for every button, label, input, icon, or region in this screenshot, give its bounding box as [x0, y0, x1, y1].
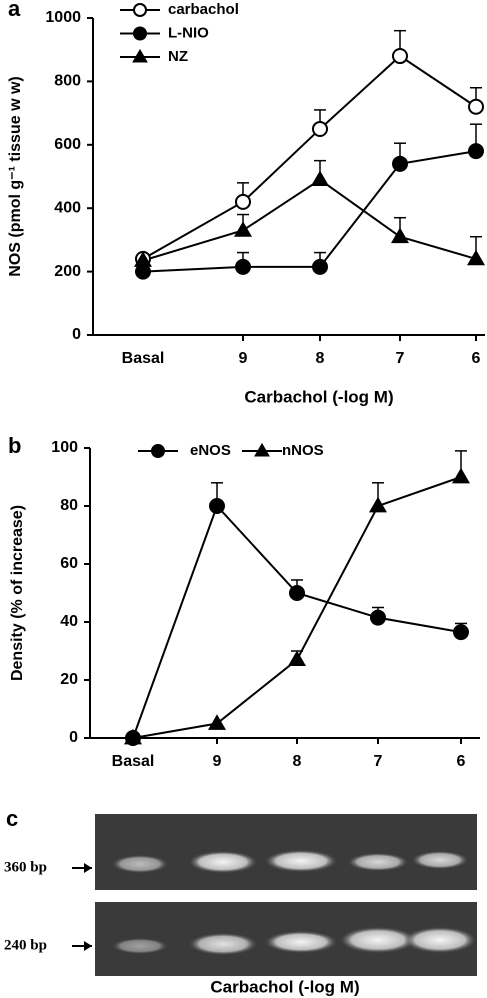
- x-tick-label: 8: [316, 350, 325, 367]
- y-axis-title: Density (% of increase): [9, 505, 26, 681]
- marker: [312, 258, 328, 275]
- y-tick-label: 400: [54, 199, 81, 216]
- marker: [123, 728, 143, 745]
- y-tick-label: 40: [60, 613, 78, 630]
- panel-label: b: [8, 433, 21, 458]
- marker: [368, 496, 388, 513]
- y-tick-label: 0: [72, 326, 81, 343]
- marker: [133, 251, 153, 267]
- panel-label: a: [8, 0, 21, 21]
- marker: [392, 48, 408, 65]
- gel-bands: [112, 850, 476, 955]
- y-tick-label: 80: [60, 497, 78, 514]
- marker: [233, 221, 253, 237]
- x-axis-title: Carbachol (-log M): [244, 387, 393, 406]
- x-tick-label: Basal: [112, 753, 155, 770]
- y-tick-label: 0: [69, 729, 78, 746]
- y-tick-label: 600: [54, 136, 81, 153]
- x-tick-label: Basal: [122, 350, 165, 367]
- marker: [468, 143, 484, 160]
- series-line: [142, 178, 477, 262]
- series-line: [142, 150, 477, 273]
- arrow-head: [84, 863, 92, 873]
- y-axis-title: NOS (pmol g⁻¹ tissue w w): [7, 76, 24, 276]
- y-tick-label: 20: [60, 671, 78, 688]
- marker: [132, 48, 148, 63]
- marker: [310, 170, 330, 187]
- x-tick-label: 7: [374, 753, 383, 770]
- marker: [207, 714, 227, 730]
- marker: [235, 193, 251, 210]
- marker: [451, 467, 471, 484]
- gel-panel: c 360 bp 240 bp Carbachol (-log M): [4, 806, 477, 996]
- panel-label: c: [6, 806, 18, 831]
- x-tick-label: 9: [239, 350, 248, 367]
- chart-panel: b 0 20 40 60 80 100 Basal 9 8 7 6 Density (% of incr…: [8, 433, 480, 770]
- band-label: 240 bp: [4, 937, 47, 953]
- x-tick-label: 8: [293, 753, 302, 770]
- marker: [390, 227, 410, 244]
- series-line: [132, 504, 462, 739]
- marker: [254, 442, 270, 457]
- x-axis-title: Carbachol (-log M): [210, 977, 359, 996]
- x-tick-label: 7: [396, 350, 405, 367]
- y-tick-label: 200: [54, 263, 81, 280]
- marker: [312, 120, 328, 137]
- marker: [151, 444, 165, 458]
- marker: [235, 258, 251, 275]
- marker: [209, 498, 225, 514]
- legend-label: carbachol: [168, 1, 239, 18]
- marker: [370, 609, 386, 626]
- marker: [133, 26, 147, 41]
- y-tick-label: 1000: [45, 9, 81, 26]
- marker: [468, 98, 484, 115]
- x-tick-label: 9: [213, 753, 222, 770]
- marker: [453, 624, 469, 641]
- marker: [392, 155, 408, 172]
- legend-label: L-NIO: [168, 24, 209, 41]
- legend-label: eNOS: [190, 442, 231, 459]
- chart-panel: a 0 200 400 600 800 1000 Basal 9 8 7 6 NOS (pmol g⁻¹…: [7, 0, 486, 406]
- marker: [133, 3, 147, 17]
- legend-label: NZ: [168, 48, 188, 65]
- marker: [287, 650, 307, 667]
- y-tick-label: 800: [54, 73, 81, 90]
- marker: [466, 249, 486, 266]
- x-tick-label: 6: [472, 350, 481, 367]
- series-line: [142, 54, 477, 260]
- marker: [289, 585, 305, 601]
- band-label: 360 bp: [4, 859, 47, 875]
- arrow-head: [84, 941, 92, 951]
- x-tick-label: 6: [457, 753, 466, 770]
- y-tick-label: 60: [60, 555, 78, 572]
- y-tick-label: 100: [51, 439, 78, 456]
- legend-label: nNOS: [282, 442, 324, 459]
- series-line: [132, 476, 462, 739]
